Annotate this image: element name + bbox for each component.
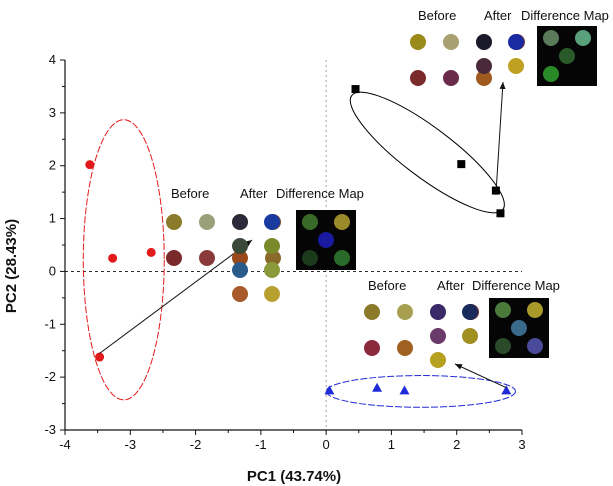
after-sample-dot [264, 214, 280, 230]
before-sample-dot [476, 70, 492, 86]
cluster-ellipse [325, 375, 516, 408]
before-sample-dot [410, 34, 426, 50]
after-sample-dot [264, 238, 280, 254]
x-tick-label: 0 [323, 437, 330, 452]
after-sample-dot [264, 262, 280, 278]
data-point-triangle [324, 385, 335, 395]
before-sample-dot [443, 34, 459, 50]
y-tick-label: -2 [44, 369, 56, 384]
data-point-circle [146, 247, 156, 257]
data-point-triangle [399, 385, 410, 395]
inset-label: Before [418, 8, 456, 23]
data-point-triangle [501, 385, 512, 395]
difference-map-dot [543, 30, 559, 46]
inset-label: Before [368, 278, 406, 293]
difference-map-dot [302, 250, 318, 266]
x-tick-label: -3 [125, 437, 137, 452]
difference-map-dot [575, 30, 591, 46]
before-sample-dot [199, 250, 215, 266]
before-sample-dot [410, 70, 426, 86]
data-point-square [457, 160, 466, 169]
after-sample-dot [232, 286, 248, 302]
before-sample-dot [443, 70, 459, 86]
x-axis-label: PC1 (43.74%) [247, 468, 341, 485]
before-sample-dot [397, 340, 413, 356]
data-point-circle [108, 253, 118, 263]
after-sample-dot [232, 262, 248, 278]
difference-map-dot [527, 338, 543, 354]
difference-map-dot [334, 250, 350, 266]
before-sample-dot [166, 250, 182, 266]
pointer-arrow [495, 81, 506, 195]
before-sample-dot [199, 214, 215, 230]
x-tick-label: 2 [453, 437, 460, 452]
data-point-triangle [372, 382, 383, 392]
data-point-square [351, 85, 360, 94]
difference-map-dot [495, 302, 511, 318]
data-point-circle [95, 352, 105, 362]
after-sample-dot [430, 328, 446, 344]
pointer-arrow [454, 363, 507, 389]
inset-label: Difference Map [276, 186, 364, 201]
x-tick-label: -1 [255, 437, 267, 452]
inset-label: After [484, 8, 512, 23]
x-tick-label: -2 [190, 437, 202, 452]
y-tick-label: -1 [44, 316, 56, 331]
image-insets: Before After Difference Map Before After Diff… [166, 8, 609, 368]
data-point-square [496, 209, 505, 218]
after-sample-dot [476, 34, 492, 50]
before-sample-dot [265, 250, 281, 266]
x-tick-label: 3 [518, 437, 525, 452]
data-point-circle [85, 160, 95, 170]
cluster-ellipse [82, 119, 165, 401]
before-sample-dot [166, 214, 182, 230]
y-tick-label: 2 [49, 158, 56, 173]
x-tick-label: -4 [59, 437, 71, 452]
difference-map-dot [511, 320, 527, 336]
difference-map-dot [543, 66, 559, 82]
inset-label: Before [171, 186, 209, 201]
before-sample-dot [232, 250, 248, 266]
inset-label: After [240, 186, 268, 201]
x-tick-label: 1 [388, 437, 395, 452]
after-sample-dot [476, 58, 492, 74]
y-tick-label: 4 [49, 52, 56, 67]
cluster-ellipse [349, 91, 505, 214]
after-sample-dot [232, 214, 248, 230]
y-tick-label: -3 [44, 422, 56, 437]
after-sample-dot [430, 304, 446, 320]
difference-map-dot [302, 214, 318, 230]
after-sample-dot [462, 328, 478, 344]
y-tick-label: 0 [49, 263, 56, 278]
after-sample-dot [232, 238, 248, 254]
after-sample-dot [430, 352, 446, 368]
after-sample-dot [508, 34, 524, 50]
difference-map-dot [559, 48, 575, 64]
before-sample-dot [364, 340, 380, 356]
inset-label: Difference Map [472, 278, 560, 293]
after-sample-dot [264, 286, 280, 302]
after-sample-dot [508, 58, 524, 74]
difference-map-dot [318, 232, 334, 248]
difference-map-dot [495, 338, 511, 354]
pointer-arrow [99, 239, 253, 354]
before-sample-dot [397, 304, 413, 320]
difference-map-dot [334, 214, 350, 230]
y-tick-label: 1 [49, 211, 56, 226]
inset-label: Difference Map [521, 8, 609, 23]
after-sample-dot [462, 304, 478, 320]
difference-map-dot [527, 302, 543, 318]
inset-arrows [99, 81, 507, 389]
before-sample-dot [364, 304, 380, 320]
inset-label: After [437, 278, 465, 293]
y-axis-label: PC2 (28.43%) [3, 219, 20, 313]
y-tick-label: 3 [49, 105, 56, 120]
